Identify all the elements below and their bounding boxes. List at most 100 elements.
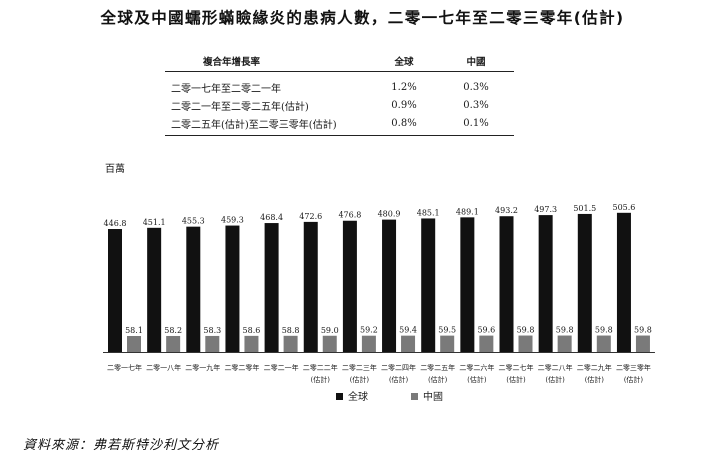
cagr-china-value: 0.3% [463, 81, 489, 93]
bar-china [322, 335, 337, 352]
x-tick-label: (估計) [311, 375, 331, 384]
cagr-period: 二零二一年至二零二五年(估計) [171, 101, 309, 113]
data-label-china: 59.8 [556, 326, 574, 335]
source-note: 資料來源：弗若斯特沙利文分析 [23, 438, 220, 453]
cagr-global-value: 0.9% [391, 99, 417, 111]
x-tick-label: 二零二六年 [459, 363, 494, 372]
bar-global [616, 212, 631, 352]
x-tick-label: 二零二一年 [264, 363, 299, 372]
bar-china [440, 335, 455, 352]
data-label-global: 485.1 [417, 208, 440, 217]
data-label-china: 59.2 [360, 326, 378, 335]
cagr-global-value: 0.8% [391, 117, 417, 129]
data-label-china: 58.6 [243, 326, 261, 335]
x-tick-label: 二零二七年 [499, 363, 534, 372]
data-label-global: 489.1 [456, 207, 479, 216]
bar-global [499, 216, 514, 352]
data-label-global: 505.6 [612, 203, 635, 212]
cagr-header-china: 中國 [466, 57, 486, 68]
table-row: 二零一七年至二零二一年 1.2% 0.3% [165, 72, 514, 97]
bar-china [479, 335, 494, 352]
x-tick-label: (估計) [428, 375, 448, 384]
data-label-china: 59.6 [477, 326, 495, 335]
bar-china [596, 335, 611, 352]
legend-label-global: 全球 [348, 390, 368, 403]
table-row: 二零二五年(估計)至二零三零年(估計) 0.8% 0.1% [165, 114, 514, 136]
x-tick-label: 二零二零年 [224, 363, 259, 372]
x-tick-label: (估計) [545, 375, 565, 384]
data-label-global: 497.3 [534, 205, 557, 214]
x-tick-label: 二零一八年 [146, 363, 181, 372]
bar-global [460, 217, 475, 352]
bar-global [108, 229, 122, 352]
cagr-header-label: 複合年增長率 [203, 57, 261, 68]
cagr-china-value: 0.3% [463, 99, 489, 111]
bar-china [635, 335, 650, 352]
x-tick-label: 二零二四年 [381, 363, 416, 372]
x-tick-label: (估計) [506, 375, 526, 384]
y-axis-unit-label: 百萬 [105, 164, 125, 175]
data-label-china: 59.5 [438, 326, 456, 335]
data-label-china: 58.3 [203, 326, 221, 335]
x-tick-label: (估計) [350, 375, 370, 384]
bar-global [538, 215, 553, 352]
data-label-china: 58.8 [282, 326, 300, 335]
x-tick-label: 二零二五年 [420, 363, 455, 372]
data-label-global: 455.3 [182, 217, 205, 226]
legend-swatch-global [336, 393, 343, 400]
data-label-global: 476.8 [338, 211, 361, 220]
x-tick-label: (估計) [467, 375, 487, 384]
bar-china [244, 335, 259, 352]
bar-global [303, 221, 318, 352]
data-label-china: 58.2 [164, 326, 182, 335]
cagr-period: 二零二五年(估計)至二零三零年(估計) [171, 119, 337, 131]
cagr-china-value: 0.1% [463, 117, 489, 129]
data-label-global: 459.3 [221, 216, 244, 225]
data-label-global: 480.9 [378, 210, 401, 219]
bar-global [186, 226, 201, 352]
x-tick-label: 二零三零年 [616, 363, 651, 372]
data-label-china: 59.4 [399, 326, 417, 335]
x-tick-label: (估計) [389, 375, 409, 384]
data-label-china: 59.8 [595, 326, 613, 335]
cagr-period: 二零一七年至二零二一年 [171, 83, 281, 95]
bar-china [518, 335, 533, 352]
bar-china [283, 335, 298, 352]
bar-china [205, 335, 220, 352]
x-tick-label: 二零二九年 [577, 363, 612, 372]
x-tick-label: (估計) [585, 375, 605, 384]
legend-label-china: 中國 [423, 390, 443, 403]
bar-china [361, 335, 376, 352]
x-tick-label: 二零一九年 [185, 363, 220, 372]
x-tick-label: (估計) [624, 375, 644, 384]
data-label-global: 501.5 [573, 204, 596, 213]
x-tick-label: 二零二二年 [303, 363, 338, 372]
data-label-china: 59.0 [321, 326, 339, 335]
bar-global [382, 219, 397, 352]
cagr-table: 複合年增長率 全球 中國 二零一七年至二零二一年 1.2% 0.3% 二零二一年… [165, 51, 514, 136]
bar-global [264, 223, 279, 352]
bar-global [421, 218, 436, 352]
x-tick-label: 二零二三年 [342, 363, 377, 372]
data-label-global: 493.2 [495, 206, 518, 215]
data-label-global: 451.1 [143, 218, 166, 227]
data-label-china: 59.8 [517, 326, 535, 335]
table-row: 二零二一年至二零二五年(估計) 0.9% 0.3% [165, 96, 514, 114]
data-label-global: 468.4 [260, 213, 283, 222]
chart-title: 全球及中國蠕形蟎瞼緣炎的患病人數，二零一七年至二零三零年(估計) [100, 9, 625, 27]
bar-china [127, 336, 141, 352]
bar-global [577, 213, 592, 352]
cagr-table-header: 複合年增長率 全球 中國 [165, 51, 514, 72]
bar-china [166, 335, 181, 352]
x-tick-label: 二零一七年 [107, 363, 142, 372]
bar-china [401, 335, 416, 352]
bar-global [342, 220, 357, 352]
data-label-global: 446.8 [104, 219, 127, 228]
data-label-china: 59.8 [634, 326, 652, 335]
bar-global [147, 227, 162, 352]
legend-swatch-china [411, 393, 418, 400]
data-label-china: 58.1 [125, 326, 143, 335]
x-tick-label: 二零二八年 [538, 363, 573, 372]
bar-china [557, 335, 572, 352]
